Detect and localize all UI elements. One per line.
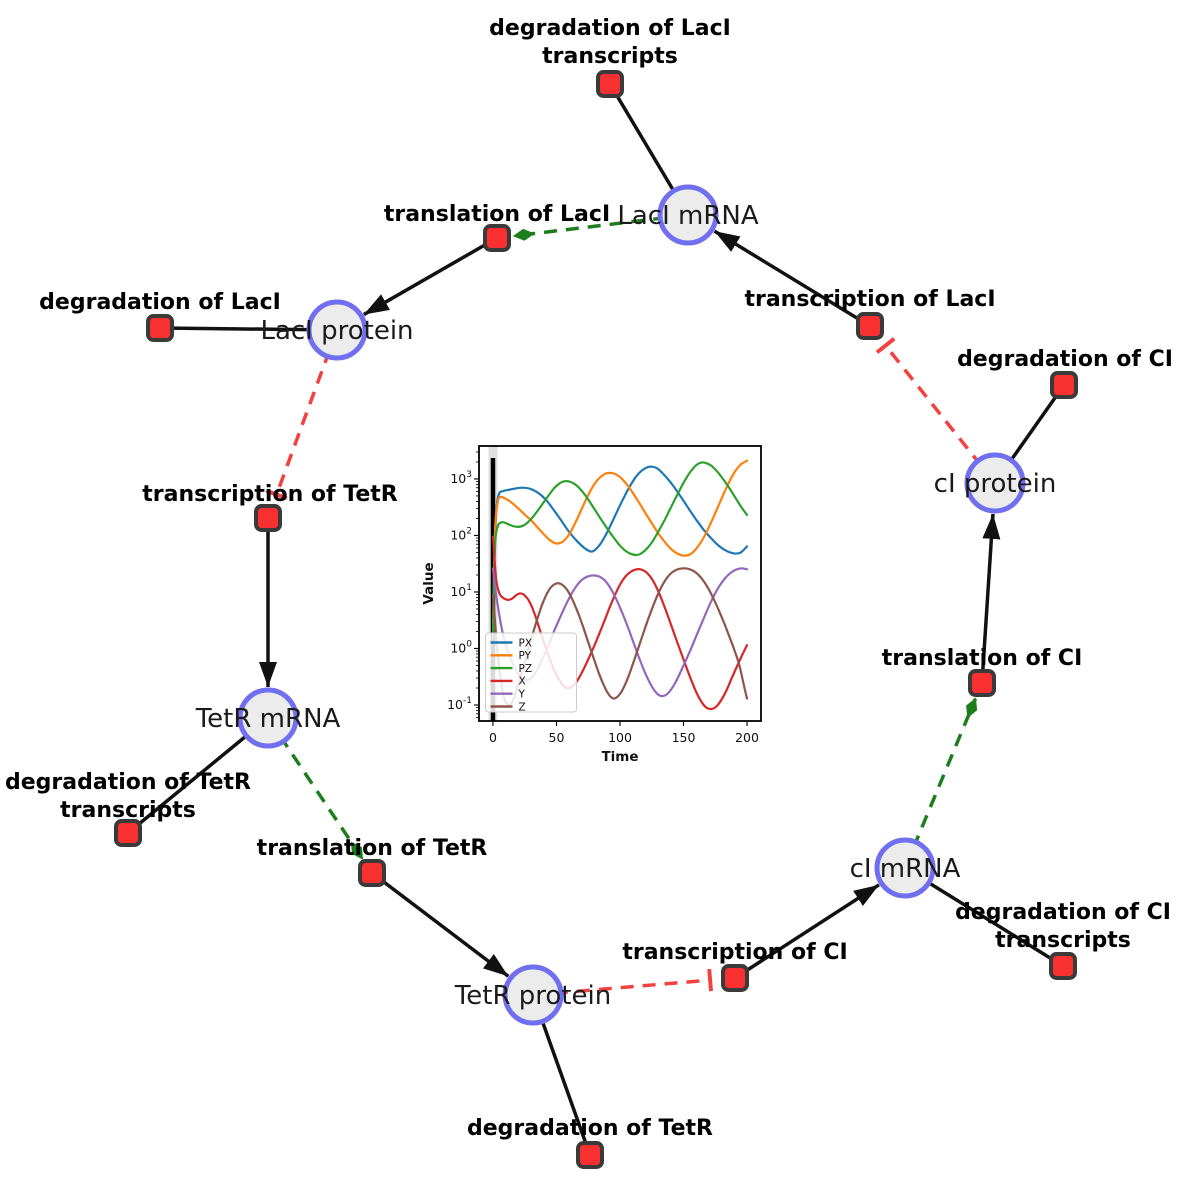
edge-arrow-translation-laci-laci-protein [363,236,498,317]
edge-arrow-translation-ci-ci-protein [980,513,1001,684]
reaction-label-degradation-laci-transcripts: transcripts [542,44,678,69]
inset-chart: 0 50 100 150 20010-1100101102103TimeValuePXP… [421,445,762,765]
reaction-node-translation-ci [968,669,996,697]
reaction-node-degradation-ci [1050,371,1078,399]
ytick-label: 100 [450,639,472,655]
reaction-label-translation-tetr: translation of TetR [257,836,488,861]
species-label-ci-mrna: cI mRNA [850,854,961,884]
reaction-label-translation-ci: translation of CI [882,646,1083,671]
species-node-ci-mrna [874,837,936,899]
reaction-node-transcription-laci [856,312,884,340]
edge-modifier-ci-mrna-translation-ci [903,697,978,869]
ytick-label: 101 [450,583,472,599]
edge-arrow-translation-tetr-tetr-protein [370,871,510,978]
species-label-laci-protein: LacI protein [260,316,413,346]
species-label-laci-mrna: LacI mRNA [617,201,758,231]
species-node-tetr-protein [502,964,564,1026]
edge-arrow-transcription-laci-laci-mrna [713,229,871,328]
x-axis-label: Time [601,749,638,765]
xtick-label: 0 [489,730,497,745]
series-PZ [491,461,749,640]
reaction-label-degradation-laci: degradation of LacI [39,290,281,315]
legend-box [485,632,577,713]
plot-ticks [474,451,748,726]
legend-label-X: X [519,676,526,688]
reaction-nodes [114,70,1078,1169]
legend-label-Z: Z [519,701,526,713]
reaction-node-translation-tetr [358,859,386,887]
reaction-label-degradation-tetr: degradation of TetR [467,1116,713,1141]
reaction-node-degradation-tetr [576,1141,604,1169]
species-node-laci-mrna [657,184,719,246]
species-nodes [237,184,1026,1026]
ytick-label: 103 [450,470,472,486]
species-label-ci-protein: cI protein [934,469,1057,499]
series-PX [491,465,749,640]
node-labels: LacI mRNA LacI protein cI protein TetR mRNA… [5,16,1173,1141]
plot-tick-labels: 0 50 100 150 200 10-1 100 101 102 103 [447,470,759,745]
reaction-label-degradation-tetr-transcripts: degradation of TetR [5,770,251,795]
species-label-tetr-protein: TetR protein [454,981,611,1011]
reaction-label-transcription-laci: transcription of LacI [744,287,995,312]
reaction-label-degradation-tetr-transcripts: transcripts [60,798,196,823]
ytick-label: 102 [450,526,472,542]
reaction-node-degradation-laci-transcripts [596,70,624,98]
y-axis-label: Value [421,562,437,604]
reaction-node-degradation-laci [146,314,174,342]
reaction-node-degradation-tetr-transcripts [114,819,142,847]
species-label-tetr-mrna: TetR mRNA [195,704,341,734]
xtick-label: 100 [608,730,632,745]
legend-label-PY: PY [519,650,532,662]
reaction-node-transcription-tetr [254,504,282,532]
xtick-label: 150 [672,730,696,745]
reaction-node-degradation-ci-transcripts [1049,952,1077,980]
reaction-label-degradation-ci: degradation of CI [957,347,1173,372]
edge-plain-ci-mrna-degradation-ci-transcripts [904,866,1064,968]
reaction-node-transcription-ci [721,964,749,992]
xtick-label: 50 [549,730,565,745]
species-node-ci-protein [964,452,1026,514]
edge-arrow-transcription-ci-ci-mrna [734,883,880,980]
series-X [491,535,749,711]
ytick-label: 10-1 [447,696,472,712]
legend-label-Y: Y [518,689,526,701]
reaction-label-transcription-tetr: transcription of TetR [142,482,398,507]
reaction-node-translation-laci [483,224,511,252]
species-node-laci-protein [306,299,368,361]
reaction-label-transcription-ci: transcription of CI [622,940,847,965]
xtick-label: 200 [735,730,759,745]
series-PY [491,459,749,640]
reaction-label-degradation-laci-transcripts: degradation of LacI [489,16,731,41]
species-node-tetr-mrna [237,687,299,749]
reaction-label-translation-laci: translation of LacI [384,202,610,227]
legend-label-PZ: PZ [519,663,533,675]
reaction-label-degradation-ci-transcripts: transcripts [995,928,1131,953]
reaction-label-degradation-ci-transcripts: degradation of CI [955,900,1171,925]
legend-label-PX: PX [519,637,533,649]
